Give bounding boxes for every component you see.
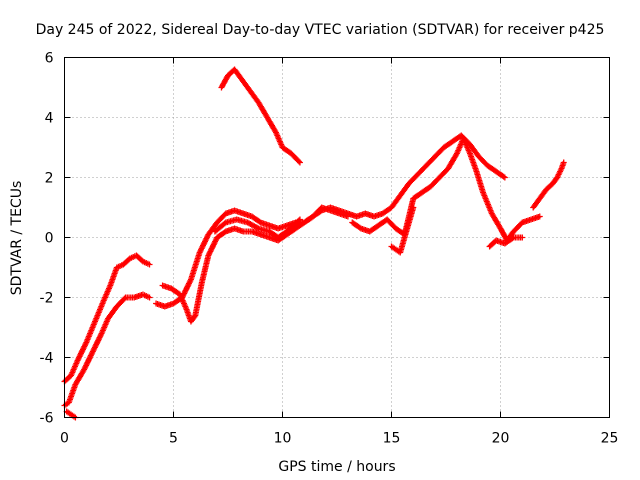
chart-title: Day 245 of 2022, Sidereal Day-to-day VTE…: [36, 22, 605, 38]
series-track-k: [530, 159, 567, 211]
tick-labels: 0 5 10 15 20 25 -6 -4 -2 0 2 4 6: [40, 51, 619, 447]
series-track-d: [153, 204, 351, 310]
series-track-h: [344, 132, 508, 220]
data-point: [501, 174, 508, 181]
data-point: [296, 159, 303, 166]
data-point: [121, 295, 128, 302]
data-marks: [61, 66, 567, 421]
data-point: [509, 235, 516, 242]
data-point: [295, 217, 302, 224]
axis-ticks: [64, 57, 610, 418]
data-point: [560, 159, 567, 166]
data-point: [500, 173, 507, 180]
x-tick-label: 5: [169, 431, 178, 447]
y-axis-label: SDTVAR / TECUs: [9, 181, 25, 296]
series-track-a: [61, 252, 153, 385]
data-point: [146, 294, 153, 301]
x-tick-label: 10: [274, 431, 292, 447]
data-point: [519, 234, 526, 241]
x-tick-label: 20: [492, 431, 510, 447]
data-point: [410, 204, 417, 211]
data-point: [191, 313, 198, 320]
series-track-g: [218, 66, 303, 166]
x-axis-label: GPS time / hours: [278, 459, 395, 475]
series-track-f: [211, 216, 303, 241]
y-tick-label: -6: [40, 411, 54, 427]
data-point: [536, 213, 543, 220]
series-track-i: [349, 135, 543, 244]
series-track-e: [159, 204, 351, 325]
data-point: [295, 158, 302, 165]
y-tick-label: -4: [40, 351, 54, 367]
x-tick-label: 15: [383, 431, 401, 447]
series-track-l: [486, 234, 526, 250]
grid: [64, 57, 610, 418]
data-point: [296, 216, 303, 223]
series-track-c: [63, 408, 79, 421]
y-tick-label: 2: [45, 171, 54, 187]
x-tick-label: 0: [60, 431, 69, 447]
series-track-b: [61, 291, 153, 409]
series-track-j: [388, 204, 417, 256]
y-tick-label: 0: [45, 231, 54, 247]
y-tick-label: 6: [45, 51, 54, 67]
y-tick-label: -2: [40, 291, 54, 307]
y-tick-label: 4: [45, 111, 54, 127]
x-tick-label: 25: [601, 431, 619, 447]
data-point: [146, 261, 153, 268]
